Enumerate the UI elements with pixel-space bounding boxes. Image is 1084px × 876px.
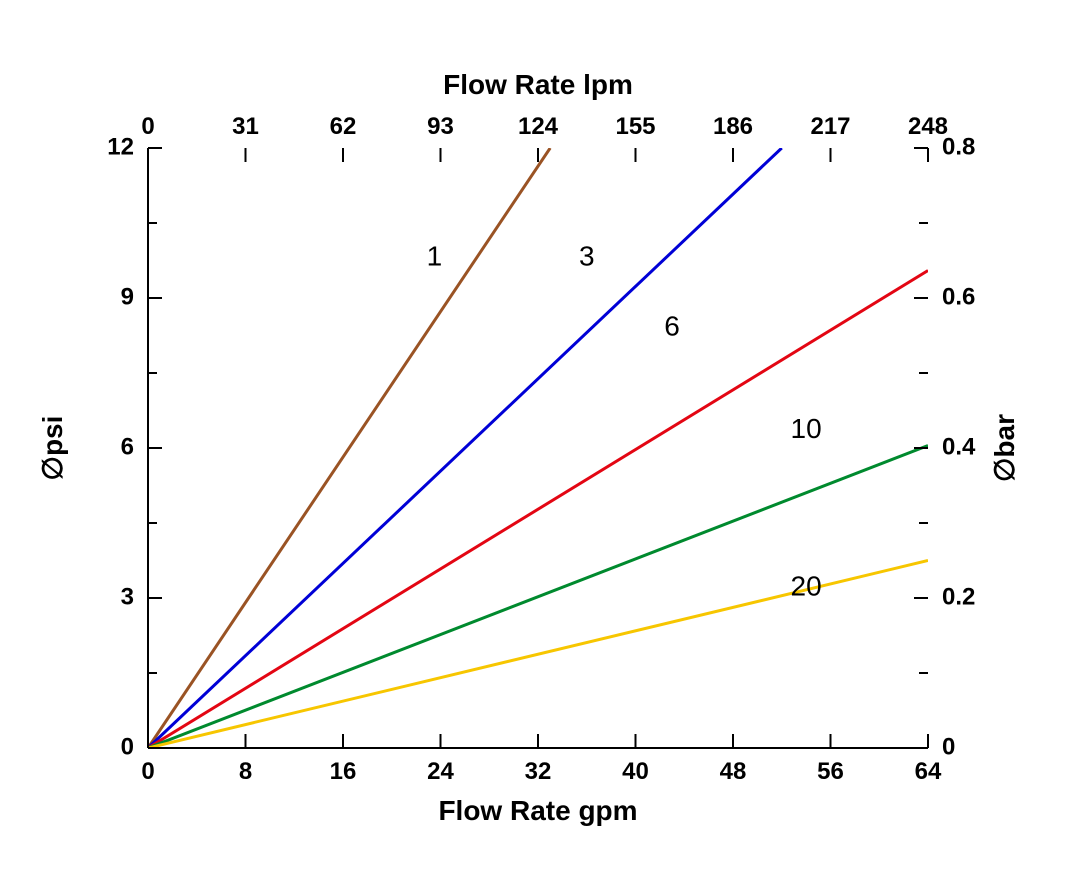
y-right-tick-label: 0.2	[942, 583, 975, 610]
x-top-tick-label: 0	[141, 113, 154, 140]
series-label-1: 1	[427, 240, 443, 271]
x-bottom-axis-title: Flow Rate gpm	[438, 795, 637, 826]
x-top-tick-label: 217	[810, 113, 850, 140]
tick-labels: 0816243240485664031629312415518621724803…	[107, 113, 976, 785]
x-bottom-tick-label: 24	[427, 758, 454, 785]
x-top-tick-label: 31	[232, 113, 259, 140]
y-left-axis-title: ∅psi	[37, 416, 68, 481]
y-right-tick-label: 0.8	[942, 133, 975, 160]
y-right-tick-label: 0	[942, 733, 955, 760]
series-label-3: 3	[579, 240, 595, 271]
x-top-tick-label: 62	[330, 113, 357, 140]
x-bottom-tick-label: 64	[915, 758, 942, 785]
x-top-axis-title: Flow Rate lpm	[443, 69, 633, 100]
y-left-tick-label: 3	[121, 583, 134, 610]
y-left-tick-label: 0	[121, 733, 134, 760]
x-top-tick-label: 124	[518, 113, 559, 140]
series-line-6	[148, 271, 928, 749]
series-group	[148, 148, 928, 748]
series-label-10: 10	[791, 413, 822, 444]
y-right-tick-label: 0.4	[942, 433, 976, 460]
plot-frame	[148, 148, 928, 748]
tick-group	[148, 148, 928, 748]
x-bottom-tick-label: 8	[239, 758, 252, 785]
series-label-6: 6	[664, 310, 680, 341]
x-bottom-tick-label: 16	[330, 758, 357, 785]
x-bottom-tick-label: 56	[817, 758, 844, 785]
x-bottom-tick-label: 48	[720, 758, 747, 785]
x-top-tick-label: 155	[615, 113, 655, 140]
x-bottom-tick-label: 0	[141, 758, 154, 785]
y-left-tick-label: 12	[107, 133, 134, 160]
flow-rate-chart: 0816243240485664031629312415518621724803…	[0, 0, 1084, 876]
y-right-tick-label: 0.6	[942, 283, 975, 310]
series-labels: 1 3 6 10 20	[427, 240, 822, 601]
x-top-tick-label: 186	[713, 113, 753, 140]
series-label-20: 20	[791, 570, 822, 601]
x-bottom-tick-label: 40	[622, 758, 649, 785]
y-right-axis-title: ∅bar	[989, 414, 1020, 482]
x-top-tick-label: 93	[427, 113, 454, 140]
series-line-1	[148, 148, 550, 748]
y-left-tick-label: 9	[121, 283, 134, 310]
series-line-3	[148, 148, 782, 748]
y-left-tick-label: 6	[121, 433, 134, 460]
x-bottom-tick-label: 32	[525, 758, 552, 785]
